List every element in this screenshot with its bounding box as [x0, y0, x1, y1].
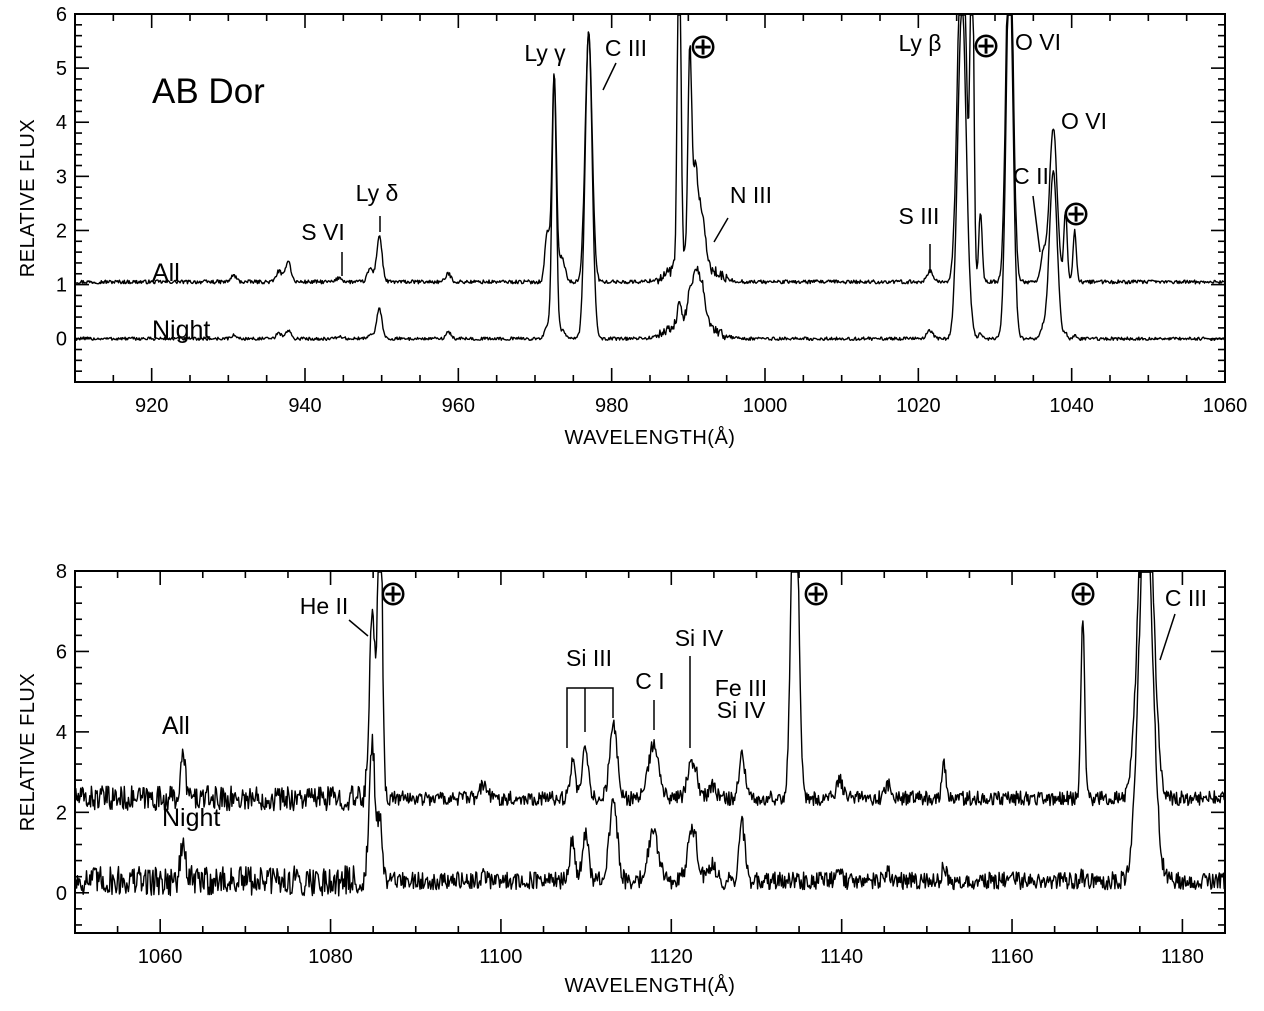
leader-he-ii: [348, 619, 369, 637]
line-label-c-i: C I: [635, 668, 664, 694]
x-tick-label: 1120: [650, 946, 693, 968]
y-tick-label: 2: [56, 220, 67, 242]
line-label-ly-beta: Ly β: [898, 30, 941, 56]
bracket-si-iii: [566, 687, 614, 748]
top-x-axis-title: WAVELENGTH(Å): [565, 426, 736, 449]
x-tick-label: 1060: [1203, 395, 1248, 417]
y-tick-label: 4: [56, 112, 67, 134]
bottom-panel: 1060 1080 1100 1120 1140 1160 1180 0 2 4…: [17, 561, 1226, 997]
bottom-y-tick-labels: 0 2 4 6 8: [56, 561, 67, 905]
line-label-s-vi: S VI: [301, 219, 344, 245]
top-x-tick-labels: 920 940 960 980 1000 1020 1040 1060: [135, 395, 1247, 417]
earth-symbol-4: ⊕: [378, 574, 407, 613]
line-label-he-ii: He II: [300, 593, 349, 619]
y-tick-label: 8: [56, 561, 67, 583]
earth-symbol-1: ⊕: [688, 27, 717, 66]
series-label-all: All: [152, 259, 180, 287]
top-y-axis-title: RELATIVE FLUX: [17, 119, 39, 277]
spectrum-all-top: [74, 14, 1226, 285]
series-label-night: Night: [152, 316, 210, 344]
y-tick-label: 5: [56, 58, 67, 80]
bottom-x-axis-title: WAVELENGTH(Å): [565, 974, 736, 997]
top-panel: 920 940 960 980 1000 1020 1040 1060 0 1 …: [17, 4, 1247, 449]
line-label-si-iii: Si III: [566, 645, 612, 671]
x-tick-label: 920: [135, 395, 168, 417]
bottom-y-axis-title: RELATIVE FLUX: [17, 673, 39, 831]
line-label-c-iii-bottom: C III: [1165, 585, 1207, 611]
y-tick-label: 1: [56, 275, 67, 297]
earth-symbol-3: ⊕: [1061, 194, 1090, 233]
y-tick-label: 0: [56, 883, 67, 905]
x-tick-label: 940: [288, 395, 321, 417]
x-tick-label: 1100: [479, 946, 522, 968]
x-tick-label: 1000: [743, 395, 788, 417]
line-label-si-iv-2: Si IV: [717, 697, 766, 723]
leader-c-iii-top: [602, 62, 617, 91]
bottom-plot-frame: [74, 570, 1226, 934]
bottom-x-tick-labels: 1060 1080 1100 1120 1140 1160 1180: [138, 946, 1204, 968]
top-y-tick-labels: 0 1 2 3 4 5 6: [56, 4, 67, 351]
line-label-ly-delta: Ly δ: [356, 180, 399, 206]
x-tick-label: 1040: [1049, 395, 1094, 417]
y-tick-label: 6: [56, 4, 67, 26]
spectrum-night-top: [74, 14, 1226, 341]
series-label-night: Night: [162, 804, 220, 832]
spectrum-night-bottom: [74, 571, 1226, 897]
top-plot-frame: [74, 13, 1226, 383]
line-label-c-ii: C II: [1013, 163, 1049, 189]
series-label-all: All: [162, 712, 190, 740]
line-label-o-vi-1: O VI: [1015, 29, 1061, 55]
leader-n-iii: [713, 217, 729, 243]
earth-symbol-5: ⊕: [801, 574, 830, 613]
y-tick-label: 2: [56, 802, 67, 824]
x-tick-label: 960: [442, 395, 475, 417]
x-tick-label: 1080: [308, 946, 353, 968]
x-tick-label: 1060: [138, 946, 183, 968]
line-label-o-vi-2: O VI: [1061, 108, 1107, 134]
y-tick-label: 4: [56, 722, 67, 744]
line-label-s-iii: S III: [899, 203, 940, 229]
line-label-n-iii: N III: [730, 182, 772, 208]
earth-symbol-6: ⊕: [1068, 574, 1097, 613]
top-axis-ticks: [74, 13, 1226, 383]
y-tick-label: 3: [56, 166, 67, 188]
y-tick-label: 6: [56, 641, 67, 663]
y-tick-label: 0: [56, 329, 67, 351]
line-label-fe-iii: Fe III: [715, 675, 767, 701]
spectrum-all-bottom: [74, 571, 1226, 812]
earth-symbol-2: ⊕: [971, 26, 1000, 65]
x-tick-label: 980: [595, 395, 628, 417]
leader-c-iii-bottom: [1159, 613, 1176, 661]
line-label-c-iii-top: C III: [605, 35, 647, 61]
chart-title: AB Dor: [152, 72, 265, 111]
x-tick-label: 1180: [1161, 946, 1204, 968]
x-tick-label: 1140: [820, 946, 863, 968]
x-tick-label: 1160: [991, 946, 1034, 968]
line-label-ly-gamma: Ly γ: [524, 40, 566, 66]
line-label-si-iv-1: Si IV: [675, 625, 724, 651]
bottom-axis-ticks: [74, 570, 1226, 933]
x-tick-label: 1020: [896, 395, 941, 417]
leader-c-ii: [1032, 195, 1041, 253]
